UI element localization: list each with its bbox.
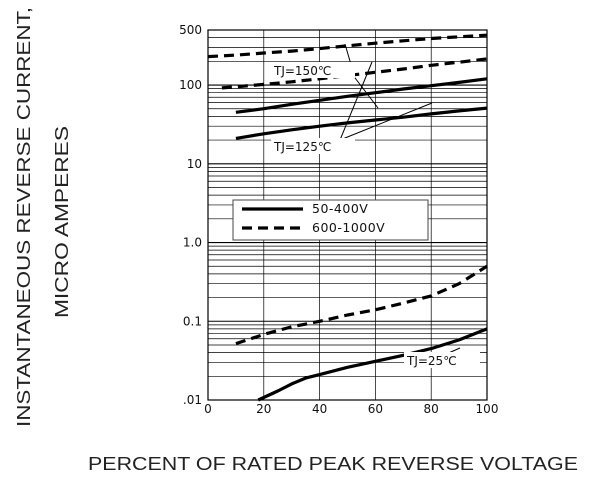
y-tick-label: 500 [179, 23, 202, 37]
y-tick-label: .01 [183, 393, 202, 407]
y-tick-label: 0.1 [183, 314, 202, 328]
y-axis-label-line2: MICRO AMPERES [52, 126, 72, 318]
annotation-leader [339, 102, 433, 141]
series-line-d150 [207, 33, 488, 59]
plot-frame [207, 29, 488, 401]
annotation-tj125: TJ=125℃ [273, 140, 331, 154]
legend-box [232, 199, 429, 241]
ann-150-label-bg [271, 62, 355, 78]
legend-label-solid: 50-400V [312, 201, 368, 216]
y-tick-label: 10 [187, 157, 202, 171]
x-axis-label: PERCENT OF RATED PEAK REVERSE VOLTAGE [88, 454, 578, 474]
annotation-tj25: TJ=25℃ [406, 354, 457, 368]
series-line-s150 [235, 77, 488, 114]
series-layer [207, 33, 488, 402]
x-tick-label: 40 [312, 402, 327, 416]
annotation-leader [351, 73, 379, 109]
series-line-d125 [221, 57, 488, 90]
legend-label-dashed: 600-1000V [312, 220, 385, 235]
x-tick-label: 100 [476, 402, 499, 416]
tick-labels: 0 20 40 60 80 100 .01 0.1 1.0 10 100 500 [179, 23, 498, 416]
series-line-d25 [235, 264, 488, 346]
x-tick-label: 80 [424, 402, 439, 416]
x-tick-label: 60 [368, 402, 383, 416]
legend: 50-400V 600-1000V [232, 199, 429, 241]
series-line-s125 [235, 106, 488, 140]
series-line-s25 [257, 327, 488, 402]
y-tick-label: 100 [179, 78, 202, 92]
x-tick-label: 0 [204, 402, 212, 416]
y-tick-label: 1.0 [183, 236, 202, 250]
y-axis-label-line1: INSTANTANEOUS REVERSE CURRENT, [14, 7, 34, 427]
annotation-leader [339, 61, 373, 141]
annotation-tj150: TJ=150℃ [273, 64, 331, 78]
x-tick-label: 20 [256, 402, 271, 416]
